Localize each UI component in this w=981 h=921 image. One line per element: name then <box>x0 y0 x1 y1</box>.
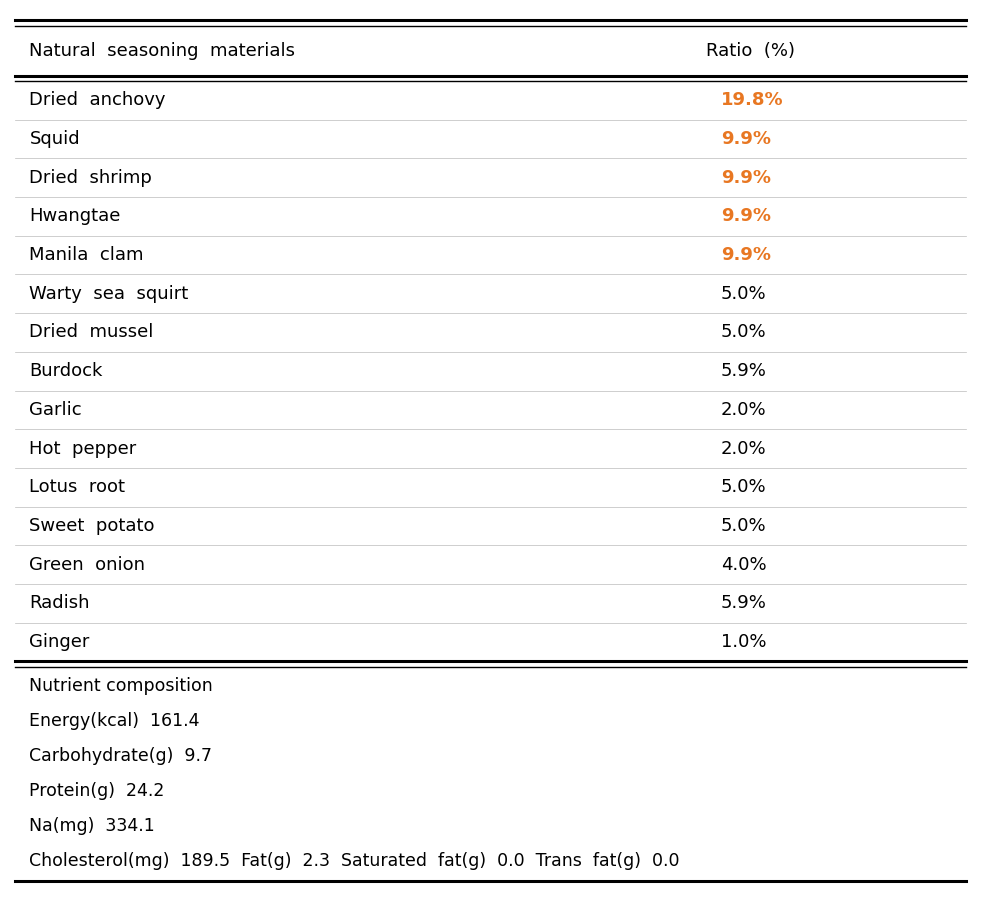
Text: Warty  sea  squirt: Warty sea squirt <box>29 285 188 303</box>
Text: 2.0%: 2.0% <box>721 439 767 458</box>
Text: Hot  pepper: Hot pepper <box>29 439 136 458</box>
Text: Dried  anchovy: Dried anchovy <box>29 91 166 110</box>
Text: Burdock: Burdock <box>29 362 103 380</box>
Text: Carbohydrate(g)  9.7: Carbohydrate(g) 9.7 <box>29 747 213 765</box>
Text: Dried  shrimp: Dried shrimp <box>29 169 152 187</box>
Text: Natural  seasoning  materials: Natural seasoning materials <box>29 41 295 60</box>
Text: Green  onion: Green onion <box>29 555 145 574</box>
Text: 19.8%: 19.8% <box>721 91 784 110</box>
Text: Na(mg)  334.1: Na(mg) 334.1 <box>29 817 155 835</box>
Text: 9.9%: 9.9% <box>721 130 771 148</box>
Text: 5.9%: 5.9% <box>721 594 767 612</box>
Text: Nutrient composition: Nutrient composition <box>29 677 213 695</box>
Text: Lotus  root: Lotus root <box>29 478 126 496</box>
Text: Hwangtae: Hwangtae <box>29 207 121 226</box>
Text: Radish: Radish <box>29 594 90 612</box>
Text: Cholesterol(mg)  189.5  Fat(g)  2.3  Saturated  fat(g)  0.0  Trans  fat(g)  0.0: Cholesterol(mg) 189.5 Fat(g) 2.3 Saturat… <box>29 852 680 870</box>
Text: 9.9%: 9.9% <box>721 169 771 187</box>
Text: 2.0%: 2.0% <box>721 401 767 419</box>
Text: 9.9%: 9.9% <box>721 207 771 226</box>
Text: Garlic: Garlic <box>29 401 82 419</box>
Text: 5.0%: 5.0% <box>721 478 767 496</box>
Text: 1.0%: 1.0% <box>721 633 766 651</box>
Text: 5.0%: 5.0% <box>721 285 767 303</box>
Text: 5.0%: 5.0% <box>721 517 767 535</box>
Text: Manila  clam: Manila clam <box>29 246 144 264</box>
Text: Protein(g)  24.2: Protein(g) 24.2 <box>29 782 165 800</box>
Text: Dried  mussel: Dried mussel <box>29 323 154 342</box>
Text: Energy(kcal)  161.4: Energy(kcal) 161.4 <box>29 712 200 730</box>
Text: Ginger: Ginger <box>29 633 90 651</box>
Text: 4.0%: 4.0% <box>721 555 767 574</box>
Text: Sweet  potato: Sweet potato <box>29 517 155 535</box>
Text: 5.0%: 5.0% <box>721 323 767 342</box>
Text: Squid: Squid <box>29 130 80 148</box>
Text: Ratio  (%): Ratio (%) <box>706 41 796 60</box>
Text: 9.9%: 9.9% <box>721 246 771 264</box>
Text: 5.9%: 5.9% <box>721 362 767 380</box>
